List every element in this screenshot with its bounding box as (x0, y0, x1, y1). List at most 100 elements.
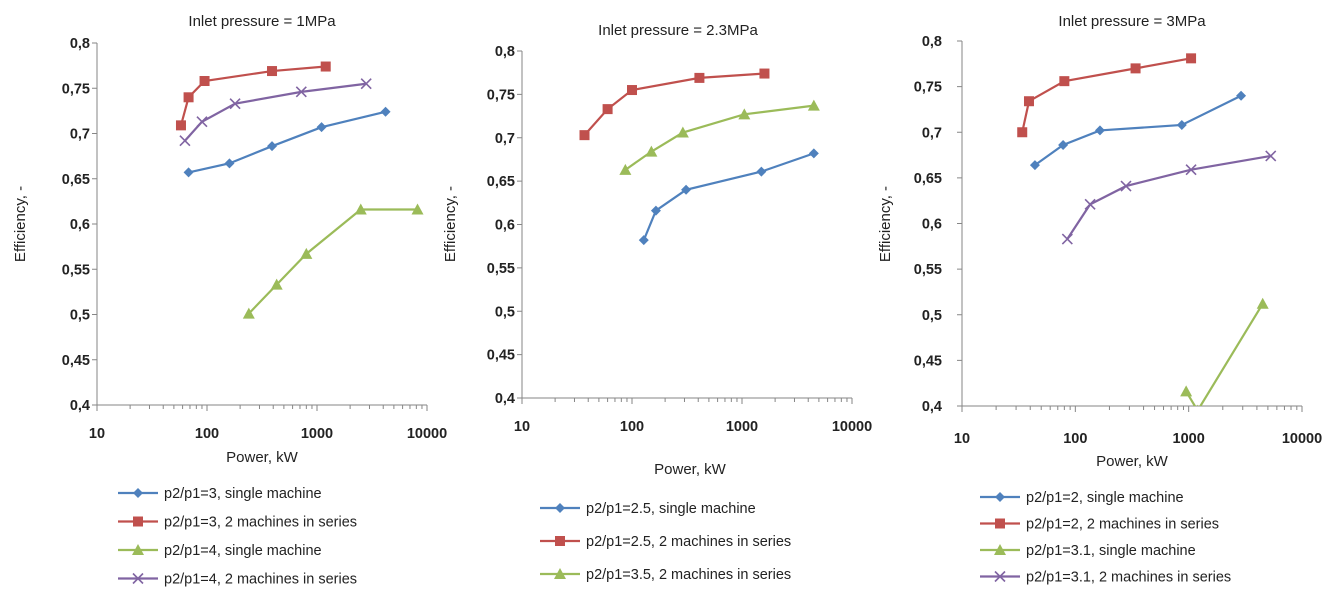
legend-entry: p2/p1=4, 2 machines in series (118, 572, 357, 588)
x-tick-label: 10000 (407, 426, 447, 442)
chart-panel-2-3mpa: Inlet pressure = 2.3MPa Efficiency, - Po… (442, 22, 872, 583)
data-point (1017, 127, 1028, 138)
data-point (1061, 233, 1073, 245)
series-line (188, 110, 386, 174)
data-point (650, 205, 661, 216)
data-point (183, 92, 194, 103)
y-tick-label: 0,6 (70, 217, 90, 233)
axes: 0,4 0,45 0,5 0,55 0,6 0,65 0,7 0,75 0,8 10 100 1000… (487, 44, 872, 435)
y-tick-label: 0,65 (914, 171, 942, 187)
series-line (179, 65, 326, 126)
x-tick-label: 100 (620, 419, 644, 435)
y-tick-label: 0,6 (495, 218, 515, 234)
data-point (267, 141, 278, 152)
data-point (694, 72, 705, 83)
legend-swatch-marker (555, 503, 565, 513)
data-point (267, 66, 278, 77)
data-point (1120, 180, 1132, 192)
legend-label: p2/p1=3, 2 machines in series (164, 515, 357, 531)
axes: 0,4 0,45 0,5 0,55 0,6 0,65 0,7 0,75 0,8 10 100 1000… (914, 34, 1322, 447)
chart-panel-1mpa: Inlet pressure = 1MPa Efficiency, - Powe… (12, 13, 447, 588)
y-tick-label: 0,8 (922, 34, 942, 50)
data-point (1185, 164, 1197, 176)
y-axis-label: Efficiency, - (442, 186, 459, 262)
legend-entry: p2/p1=2, single machine (980, 490, 1184, 506)
legend-swatch-marker (132, 572, 144, 585)
data-point (295, 86, 307, 98)
legend-label: p2/p1=2, 2 machines in series (1026, 517, 1219, 533)
legend-label: p2/p1=4, single machine (164, 543, 322, 559)
legend-entry: p2/p1=2.5, single machine (540, 501, 756, 517)
legend-entry: p2/p1=3, 2 machines in series (118, 515, 357, 531)
data-point (756, 166, 767, 177)
data-point (1196, 404, 1199, 406)
y-tick-label: 0,8 (70, 36, 90, 52)
legend-label: p2/p1=4, 2 machines in series (164, 572, 357, 588)
legend-label: p2/p1=3.5, 2 machines in series (586, 567, 791, 583)
data-point (316, 122, 327, 133)
legend-entry: p2/p1=3.1, 2 machines in series (980, 570, 1231, 586)
axes: 0,4 0,45 0,5 0,55 0,6 0,65 0,7 0,75 0,8 10 100 1000… (62, 36, 447, 442)
y-tick-label: 0,7 (495, 131, 515, 147)
legend-label: p2/p1=2.5, 2 machines in series (586, 534, 791, 550)
y-tick-label: 0,4 (495, 391, 515, 407)
data-point (1059, 76, 1070, 87)
legend-label: p2/p1=3, single machine (164, 486, 322, 502)
y-tick-label: 0,45 (62, 353, 90, 369)
legend-label: p2/p1=3.1, single machine (1026, 543, 1196, 559)
y-tick-label: 0,5 (922, 308, 942, 324)
data-point (738, 108, 751, 120)
data-point (199, 76, 210, 87)
legend-entry: p2/p1=3.5, 2 machines in series (540, 567, 791, 583)
y-tick-label: 0,45 (914, 353, 942, 369)
y-tick-label: 0,5 (70, 308, 90, 324)
y-tick-label: 0,8 (495, 44, 515, 60)
y-tick-label: 0,55 (62, 262, 90, 278)
data-point (320, 61, 331, 72)
data-point (300, 247, 313, 259)
series-line (184, 82, 367, 142)
data-point (807, 99, 820, 111)
legend-swatch-marker (994, 544, 1006, 555)
data-point (179, 135, 191, 147)
y-tick-label: 0,75 (914, 80, 942, 96)
legend: p2/p1=3, single machine p2/p1=3, 2 machin… (118, 486, 357, 588)
data-point (1180, 385, 1193, 397)
data-point (224, 158, 235, 169)
data-point (380, 106, 391, 117)
data-point (183, 167, 194, 178)
data-point (360, 78, 372, 90)
data-point (1130, 63, 1141, 74)
series-line (642, 152, 815, 241)
x-tick-label: 1000 (1173, 431, 1205, 447)
x-tick-label: 1000 (301, 426, 333, 442)
plot-area (579, 68, 820, 246)
legend-swatch-marker (133, 488, 143, 498)
data-point (270, 278, 283, 290)
x-tick-label: 10 (514, 419, 530, 435)
data-point (242, 307, 255, 319)
data-point (1186, 53, 1197, 64)
x-axis-label: Power, kW (1096, 453, 1169, 470)
legend-swatch-marker (555, 536, 565, 546)
data-point (602, 104, 613, 115)
y-tick-label: 0,6 (922, 217, 942, 233)
data-point (229, 98, 241, 110)
x-axis-label: Power, kW (226, 449, 299, 466)
data-point (1094, 125, 1105, 136)
legend-swatch-marker (554, 568, 566, 579)
series-line (248, 208, 418, 315)
y-tick-label: 0,55 (914, 262, 942, 278)
y-tick-label: 0,65 (487, 174, 515, 190)
chart-title: Inlet pressure = 1MPa (188, 13, 336, 30)
legend-swatch-marker (133, 516, 143, 527)
data-point (196, 116, 208, 128)
y-tick-label: 0,4 (922, 399, 942, 415)
data-point (638, 235, 649, 246)
data-point (1176, 119, 1187, 130)
legend: p2/p1=2, single machine p2/p1=2, 2 machin… (980, 490, 1231, 586)
y-tick-label: 0,45 (487, 348, 515, 364)
y-tick-label: 0,55 (487, 261, 515, 277)
y-tick-label: 0,7 (922, 125, 942, 141)
series-line (1066, 154, 1271, 240)
